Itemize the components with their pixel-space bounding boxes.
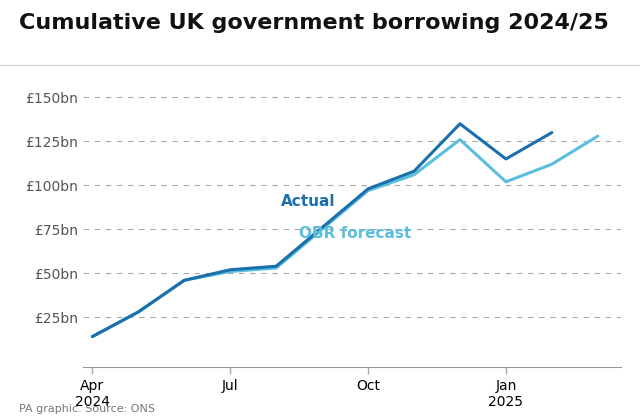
Text: Actual: Actual xyxy=(281,194,335,210)
Text: PA graphic. Source: ONS: PA graphic. Source: ONS xyxy=(19,404,155,414)
Text: OBR forecast: OBR forecast xyxy=(299,226,412,241)
Text: Cumulative UK government borrowing 2024/25: Cumulative UK government borrowing 2024/… xyxy=(19,13,609,33)
